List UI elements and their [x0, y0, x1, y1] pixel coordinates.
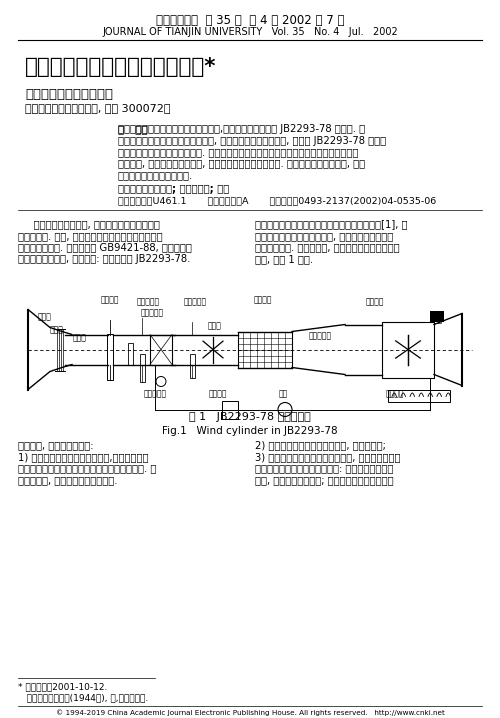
Text: 后风筒: 后风筒: [208, 322, 222, 330]
Text: 加热装置: 加热装置: [386, 389, 404, 398]
Text: 2) 每次试验更换试验段时当麻烦, 且工作繁重;: 2) 每次试验更换试验段时当麻烦, 且工作繁重;: [255, 441, 386, 450]
Text: 它是一机部标准《汽车、拖拉机风筒试验方法》[1], 它: 它是一机部标准《汽车、拖拉机风筒试验方法》[1], 它: [255, 220, 408, 230]
Text: 进风口: 进风口: [38, 312, 52, 322]
Text: 出风温度计: 出风温度计: [184, 297, 206, 307]
Bar: [128, 342, 133, 365]
Text: 整流格栅: 整流格栅: [254, 296, 272, 304]
Text: 仅增加造价, 还要有足够的存放空间.: 仅增加造价, 还要有足够的存放空间.: [18, 475, 117, 485]
Text: 汽车散热器又称水箱, 它是汽车发动机正常工作: 汽车散热器又称水箱, 它是汽车发动机正常工作: [18, 220, 160, 230]
Bar: [107, 333, 113, 380]
Text: Fig.1   Wind cylinder in JB2293-78: Fig.1 Wind cylinder in JB2293-78: [162, 426, 338, 436]
Text: 实践表明, 它的不足之处是:: 实践表明, 它的不足之处是:: [18, 441, 94, 450]
Text: 整流网: 整流网: [50, 325, 64, 335]
Text: JOURNAL OF TIANJIN UNIVERSITY   Vol. 35   No. 4   Jul.   2002: JOURNAL OF TIANJIN UNIVERSITY Vol. 35 No…: [102, 27, 398, 37]
Text: 规范了汽车散热器的性能试验, 为汽车技术的发展起: 规范了汽车散热器的性能试验, 为汽车技术的发展起: [255, 231, 393, 241]
Text: 作者简介：周兴华(1944－), 男,高级工程师.: 作者简介：周兴华(1944－), 男,高级工程师.: [18, 693, 148, 702]
Text: 水泵: 水泵: [278, 389, 287, 398]
Bar: [222, 401, 238, 419]
Text: 热器技术条件》中, 明确规定: 试验方法用 JB2293-78.: 热器技术条件》中, 明确规定: 试验方法用 JB2293-78.: [18, 254, 191, 264]
Text: 周兴华、王玉春、周建和: 周兴华、王玉春、周建和: [25, 88, 113, 101]
Text: （天津大学机械工程学院, 天津 300072）: （天津大学机械工程学院, 天津 300072）: [25, 103, 171, 113]
Bar: [190, 353, 195, 378]
Bar: [150, 335, 172, 365]
Text: 风机: 风机: [434, 315, 442, 325]
Text: © 1994-2019 China Academic Journal Electronic Publishing House. All rights reser: © 1994-2019 China Academic Journal Elect…: [56, 709, 444, 716]
Text: 水阀测量: 水阀测量: [209, 389, 227, 398]
Text: 到了重要作用. 在此标准中, 试验装置的主要部分称为: 到了重要作用. 在此标准中, 试验装置的主要部分称为: [255, 243, 400, 253]
Text: 进水温度计: 进水温度计: [140, 309, 164, 317]
Text: 验装置风洞的试验段为开口自由射流, 其核心区的流场是均匀的, 免去了 JB2293-78 中所采: 验装置风洞的试验段为开口自由射流, 其核心区的流场是均匀的, 免去了 JB229…: [118, 136, 386, 146]
Text: 算机控制, 不仅节省了测试时间, 而且大大地提高了测试精度. 为确保测试的顺利进行, 本检: 算机控制, 不仅节省了测试时间, 而且大大地提高了测试精度. 为确保测试的顺利进…: [118, 159, 365, 169]
Text: 天津大学学报  第 35 卷  第 4 期 2002 年 7 月: 天津大学学报 第 35 卷 第 4 期 2002 年 7 月: [156, 14, 344, 27]
Text: 汽车散热器的一种新型试验方法*: 汽车散热器的一种新型试验方法*: [25, 57, 216, 77]
Text: 摘   要：: 摘 要：: [118, 124, 148, 134]
Text: 进风温度计: 进风温度计: [136, 297, 160, 307]
Text: 由水温度计: 由水温度计: [144, 389, 167, 398]
Text: 不同, 其速度场也不一样; 由于试验时散热器本身的: 不同, 其速度场也不一样; 由于试验时散热器本身的: [255, 475, 394, 485]
Text: 散热格板: 散热格板: [366, 297, 384, 307]
Bar: [388, 389, 450, 401]
Text: 渡段）以满足不同几何尺寸的散热器的试验要求. 不: 渡段）以满足不同几何尺寸的散热器的试验要求. 不: [18, 464, 156, 473]
Text: 3) 试验段或通过经过扩张或收缩后, 散热器所处的速: 3) 试验段或通过经过扩张或收缩后, 散热器所处的速: [255, 452, 400, 462]
Text: * 收稿日期：2001-10-12.: * 收稿日期：2001-10-12.: [18, 682, 108, 691]
Bar: [430, 310, 444, 322]
Text: 用的风筒安装汽车散热器的麻烦. 在风洞的风速调节和水循环系统中水流量和水温采用了计: 用的风筒安装汽车散热器的麻烦. 在风洞的风速调节和水循环系统中水流量和水温采用了…: [118, 147, 358, 157]
Text: 1) 必须设计、加工若干个试验段,（标准中称过: 1) 必须设计、加工若干个试验段,（标准中称过: [18, 452, 148, 462]
Text: 方圆过渡段: 方圆过渡段: [308, 332, 332, 340]
Text: 风筒, 如图 1 所示.: 风筒, 如图 1 所示.: [255, 254, 313, 264]
Text: 研制出汽车散热器的一种新型试验方法,它不仅满足而且优于 JB2293-78 的要求. 试: 研制出汽车散热器的一种新型试验方法,它不仅满足而且优于 JB2293-78 的要…: [118, 124, 365, 134]
Bar: [382, 322, 434, 378]
Bar: [140, 353, 145, 381]
Text: 测系统还备有手动操作程序.: 测系统还备有手动操作程序.: [118, 170, 193, 180]
Text: 关键词：汽车散热器; 射流核心区; 风洞: 关键词：汽车散热器; 射流核心区; 风洞: [118, 184, 229, 193]
Text: 风速测量: 风速测量: [101, 296, 119, 304]
Text: 前风筒: 前风筒: [73, 333, 87, 342]
Text: 参数就需要测定. 在国家标准 GB9421-88, 即《汽车散: 参数就需要测定. 在国家标准 GB9421-88, 即《汽车散: [18, 243, 192, 253]
Text: 图 1   JB2293-78 采用的风筒: 图 1 JB2293-78 采用的风筒: [189, 413, 311, 422]
Text: 中图分类号：U461.1       文献标识码：A       文章编号：0493-2137(2002)04-0535-06: 中图分类号：U461.1 文献标识码：A 文章编号：0493-2137(2002…: [118, 197, 436, 205]
Text: 必不可少的. 因此, 对于不同型号的汽车散热器的性能: 必不可少的. 因此, 对于不同型号的汽车散热器的性能: [18, 231, 163, 241]
Text: 度场与在等截面直管上是不同的: 扩张或收缩的角度: 度场与在等截面直管上是不同的: 扩张或收缩的角度: [255, 464, 394, 473]
